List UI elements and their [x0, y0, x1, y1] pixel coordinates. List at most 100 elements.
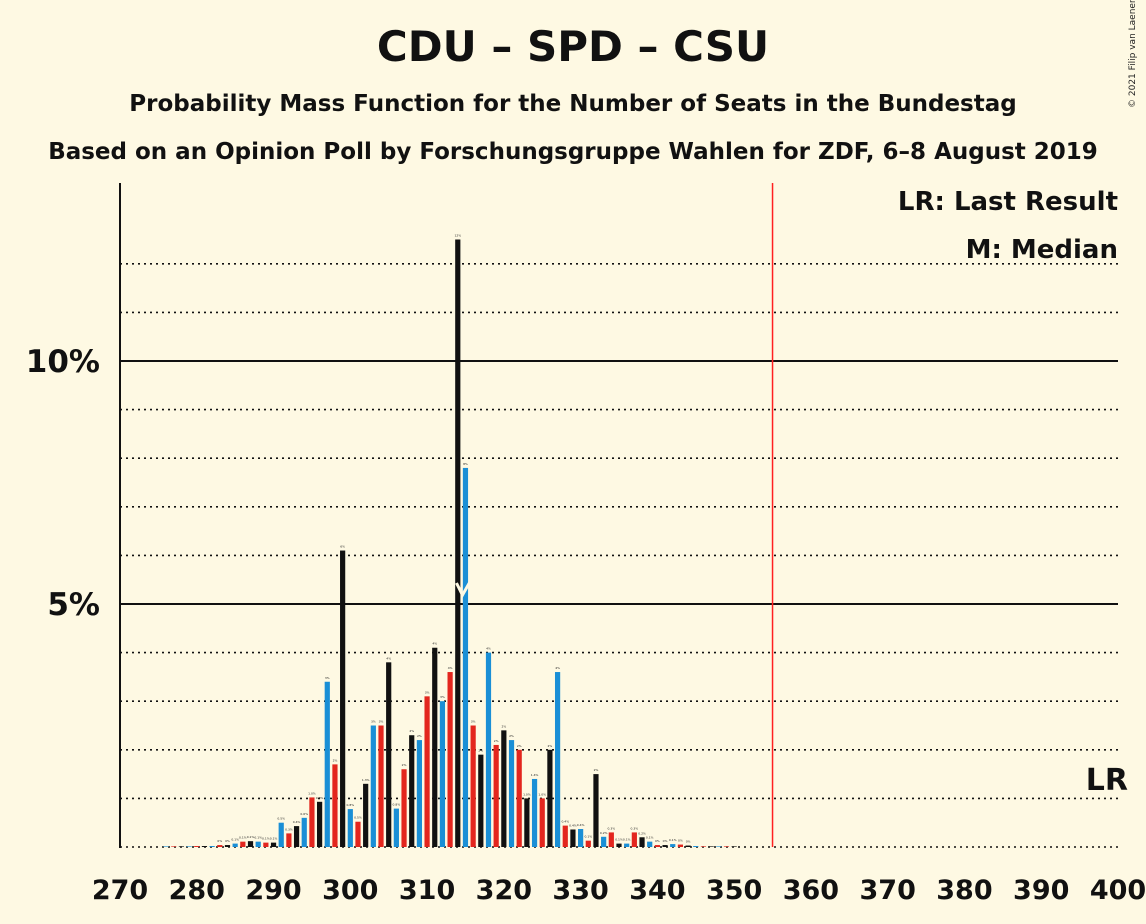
bar-label-315: 8% — [463, 462, 468, 466]
bar-seat-305 — [386, 662, 392, 847]
bar-seat-312 — [439, 701, 446, 847]
bar-seat-347 — [708, 846, 714, 847]
bar-seat-335 — [616, 843, 622, 847]
bar-seat-341 — [662, 845, 668, 847]
last-result-marker: LR — [1086, 763, 1128, 798]
x-tick-label: 340 — [629, 875, 685, 906]
bar-label-290: 0.1% — [270, 837, 278, 841]
bar-label-340: 0% — [655, 839, 660, 843]
bar-label-316: 3% — [471, 720, 476, 724]
bar-label-327: 4% — [555, 666, 560, 670]
x-tick-label: 290 — [245, 875, 301, 906]
bar-label-285: 0.1% — [231, 838, 239, 842]
bar-seat-316 — [470, 725, 476, 847]
y-tick-label: 10% — [26, 344, 100, 380]
bar-seat-339 — [647, 841, 653, 847]
bar-seat-293 — [293, 826, 300, 847]
bar-label-297: 3% — [325, 676, 330, 680]
bar-seat-343 — [677, 844, 684, 847]
bar-seat-297 — [324, 681, 330, 847]
annotations: LR: Last Result M: Median LR — [898, 187, 1128, 798]
bar-label-305: 4% — [386, 656, 391, 660]
bar-seat-323 — [524, 798, 530, 847]
gridlines — [120, 183, 1118, 848]
bar-label-313: 4% — [448, 666, 453, 670]
bar-seat-283 — [217, 845, 223, 847]
x-tick-label: 390 — [1013, 875, 1069, 906]
bar-seat-326 — [547, 749, 553, 847]
chart-title: CDU – SPD – CSU — [376, 22, 770, 71]
bar-label-342: 0.1% — [669, 838, 677, 842]
bar-label-336: 0.1% — [623, 838, 631, 842]
bar-label-309: 2% — [417, 734, 422, 738]
bar-seat-295 — [309, 797, 315, 847]
bar-label-288: 0.1% — [254, 836, 262, 840]
bar-seat-284 — [224, 845, 231, 847]
bar-seat-276 — [163, 846, 169, 847]
bar-seat-336 — [624, 843, 630, 847]
bar-seat-318 — [485, 652, 492, 847]
bar-label-329: 0.4% — [569, 824, 577, 828]
bar-seat-308 — [409, 735, 415, 847]
bar-label-286: 0.1% — [239, 836, 247, 840]
x-tick-label: 300 — [322, 875, 378, 906]
bar-label-337: 0.3% — [631, 826, 639, 830]
bar-label-287: 0.1% — [247, 835, 255, 839]
bar-label-314: 12% — [454, 234, 461, 238]
bar-label-326: 2% — [548, 744, 553, 748]
x-tick-label: 320 — [476, 875, 532, 906]
bar-seat-313 — [447, 672, 453, 847]
bar-seat-299 — [340, 550, 346, 847]
bar-seat-331 — [585, 840, 591, 847]
chart-subtitle-source: Based on an Opinion Poll by Forschungsgr… — [48, 139, 1098, 165]
bar-seat-290 — [270, 842, 277, 847]
bar-seat-334 — [608, 832, 614, 847]
x-tick-label: 310 — [399, 875, 455, 906]
bar-label-291: 0.5% — [277, 817, 285, 821]
x-tick-label: 330 — [552, 875, 608, 906]
bar-seat-314 — [455, 239, 461, 847]
bar-label-325: 1.0% — [538, 792, 546, 796]
bar-label-332: 2% — [594, 768, 599, 772]
bar-label-312: 3% — [440, 695, 445, 699]
bar-label-304: 3% — [379, 720, 384, 724]
bar-seat-321 — [508, 740, 515, 847]
y-tick-label: 5% — [47, 587, 100, 623]
bar-seat-337 — [631, 832, 637, 847]
bar-seat-346 — [700, 846, 707, 847]
bar-seat-291 — [278, 822, 284, 847]
x-tick-label: 360 — [783, 875, 839, 906]
x-tick-label: 380 — [936, 875, 992, 906]
bar-label-306: 0.8% — [393, 803, 401, 807]
bar-label-318: 4% — [486, 647, 491, 651]
bar-seat-320 — [501, 730, 507, 847]
bar-seat-319 — [493, 744, 499, 847]
bar-label-292: 0.3% — [285, 827, 293, 831]
bar-seat-310 — [424, 696, 430, 847]
bar-seat-309 — [416, 740, 422, 847]
bar-seat-338 — [639, 837, 645, 847]
bar-seat-307 — [401, 769, 407, 847]
bar-label-310: 3% — [425, 690, 430, 694]
bar-label-299: 6% — [340, 545, 345, 549]
bar-seat-277 — [171, 846, 177, 847]
bar-label-317: 2% — [478, 749, 483, 753]
axes: 5% 10% 270 280 290 300 310 320 330 340 350 360 370 38… — [26, 183, 1146, 906]
bar-seat-288 — [255, 841, 261, 847]
bar-seat-296 — [317, 801, 323, 847]
legend-last-result: LR: Last Result — [898, 187, 1118, 217]
bar-label-334: 0.3% — [608, 826, 616, 830]
bar-seat-348 — [716, 846, 722, 847]
bar-seat-325 — [539, 798, 545, 847]
bar-seat-287 — [247, 841, 254, 847]
bar-label-331: 0.1% — [584, 835, 592, 839]
bar-seat-298 — [332, 764, 338, 847]
bar-label-296: 0.9% — [316, 796, 324, 800]
bar-seat-294 — [301, 817, 307, 847]
bar-label-300: 0.8% — [346, 803, 354, 807]
bar-label-341: 0% — [663, 839, 668, 843]
bar-seat-311 — [432, 647, 438, 847]
bar-series: 0% 0% 0.1% 0.1% 0.1% 0.1% 0.1% 0.1%0.5%0.3%0.4%… — [163, 234, 737, 847]
bar-seat-340 — [654, 845, 660, 847]
bar-seat-304 — [378, 725, 384, 847]
